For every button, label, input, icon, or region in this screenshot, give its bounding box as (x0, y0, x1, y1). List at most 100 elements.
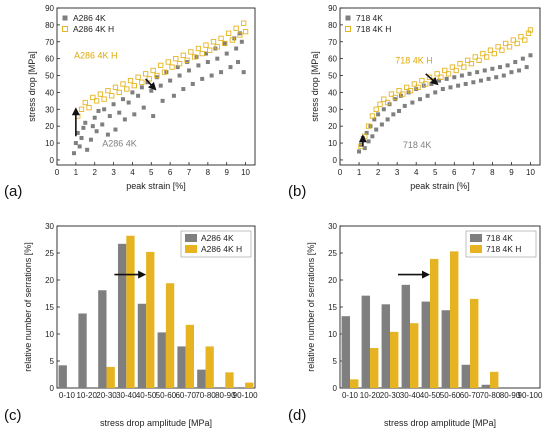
panel-label: (a) (4, 183, 22, 200)
data-point (169, 64, 175, 70)
bar (165, 283, 175, 388)
series-treated (106, 235, 254, 388)
data-point (509, 70, 514, 75)
data-point (463, 81, 468, 86)
x-tick-label: 3 (111, 168, 116, 177)
data-point (494, 75, 499, 80)
data-point (527, 27, 534, 33)
bar (370, 348, 379, 388)
data-point (77, 144, 82, 149)
data-point (122, 117, 127, 122)
y-axis-label: stress drop [MPa] (27, 51, 37, 122)
data-point (442, 67, 448, 74)
legend-swatch (470, 234, 482, 242)
x-tick-label: 10-20 (360, 391, 381, 400)
data-point (372, 117, 377, 122)
data-point (233, 25, 239, 31)
data-point (219, 70, 224, 75)
data-point (517, 68, 522, 73)
x-tick-label: 8 (206, 168, 211, 177)
data-point (214, 44, 220, 50)
data-point (168, 78, 173, 83)
legend-label: 718 4K (356, 13, 383, 23)
data-point (374, 127, 379, 132)
plot-frame (339, 7, 541, 166)
bar (106, 366, 115, 388)
data-point (145, 80, 150, 85)
data-point (476, 57, 482, 63)
series-untreated (58, 243, 206, 388)
data-point (127, 77, 134, 84)
data-point (484, 54, 490, 60)
x-tick-label: 0-10 (59, 391, 76, 400)
y-tick-label: 90 (45, 4, 54, 13)
data-point (419, 77, 425, 84)
legend-swatch (470, 245, 482, 253)
bar (185, 324, 195, 388)
chart-b: (b) peak strain [%] stress drop [MPa] 0 1 2 3 4… (288, 4, 541, 200)
bar (481, 384, 490, 388)
y-tick-label: 30 (328, 222, 337, 231)
data-point (228, 65, 233, 70)
bar (341, 316, 350, 388)
bar (146, 251, 155, 388)
data-point (397, 108, 402, 113)
legend-marker (62, 26, 68, 32)
data-point (358, 142, 363, 147)
legend-marker (345, 26, 351, 32)
y-tick-label: 50 (45, 72, 54, 81)
data-point (501, 73, 506, 78)
x-tick-label: 40-50 (136, 391, 157, 400)
y-tick-label: 50 (328, 72, 337, 81)
data-point (136, 93, 141, 98)
data-point (418, 97, 422, 102)
data-point (195, 45, 202, 52)
data-point (105, 88, 111, 94)
data-point (471, 80, 476, 85)
y-tick-label: 15 (328, 303, 337, 312)
data-point (150, 67, 156, 74)
data-point (73, 141, 78, 146)
legend-swatch (185, 234, 197, 242)
x-tick-label: 0-10 (342, 391, 359, 400)
data-point (506, 44, 513, 50)
data-point (423, 81, 429, 87)
data-point (234, 46, 239, 51)
bar (78, 313, 87, 388)
plot-frame (56, 7, 256, 166)
data-point (434, 71, 440, 77)
data-point (146, 76, 153, 82)
legend-marker (62, 15, 68, 21)
y-axis-label: relative number of serrations [%] (23, 242, 33, 372)
data-point (107, 114, 112, 119)
data-point (94, 129, 99, 134)
x-tick-label: 40-50 (420, 391, 441, 400)
bar (401, 284, 410, 388)
data-point (171, 93, 176, 98)
data-point (203, 51, 208, 56)
x-tick-label: 70-80 (195, 391, 216, 400)
series-untreated (341, 284, 490, 388)
data-point (514, 40, 520, 47)
x-tick-label: 30-40 (116, 391, 137, 400)
data-point (440, 87, 445, 92)
data-point (83, 120, 88, 125)
data-point (495, 44, 501, 50)
data-point (81, 125, 86, 130)
data-point (111, 102, 116, 107)
data-point (461, 64, 467, 70)
data-point (475, 70, 480, 75)
data-point (131, 83, 137, 89)
data-point (482, 68, 487, 73)
chart-d: (d) stress drop amplitude [MPa] relative n… (288, 222, 543, 428)
data-point (132, 112, 137, 117)
data-point (105, 132, 110, 137)
data-point (210, 39, 217, 45)
x-axis-label: peak strain [%] (126, 181, 186, 191)
x-tick-label: 5 (149, 168, 154, 177)
data-point (369, 113, 376, 119)
data-point (225, 30, 232, 36)
x-tick-label: 10 (526, 168, 535, 177)
y-tick-label: 30 (45, 222, 54, 231)
data-point (376, 112, 381, 117)
